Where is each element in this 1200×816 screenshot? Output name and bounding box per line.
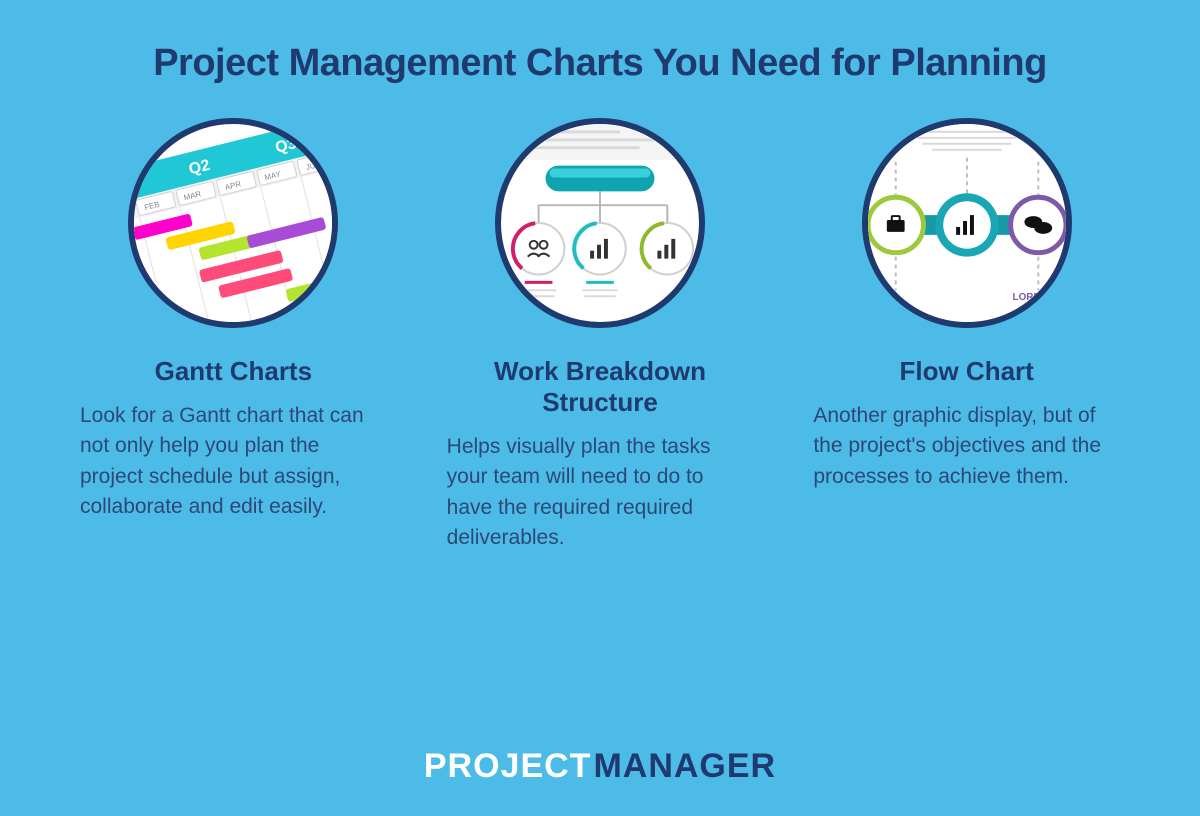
- card-body-flow: Another graphic display, but of the proj…: [813, 401, 1120, 492]
- card-title-wbs: Work Breakdown Structure: [447, 356, 754, 418]
- wbs-graphic: [495, 118, 705, 328]
- logo-word-1: PROJECT: [424, 747, 592, 785]
- cards-row: Q2 Q3 FEB MAR APR MAY JUN: [80, 118, 1120, 738]
- logo-word-2: MANAGER: [593, 747, 776, 785]
- card-body-wbs: Helps visually plan the tasks your team …: [447, 432, 754, 554]
- card-body-gantt: Look for a Gantt chart that can not only…: [80, 401, 387, 523]
- card-title-gantt: Gantt Charts: [155, 356, 312, 387]
- page-title: Project Management Charts You Need for P…: [80, 40, 1120, 88]
- card-wbs: Work Breakdown Structure Helps visually …: [447, 118, 754, 738]
- infographic-canvas: Project Management Charts You Need for P…: [0, 0, 1200, 816]
- svg-text:M: M: [876, 292, 884, 303]
- card-title-flow: Flow Chart: [900, 356, 1034, 387]
- flow-graphic: M LOREI: [862, 118, 1072, 328]
- card-flow: M LOREI Flow Chart Another graphic displ…: [813, 118, 1120, 738]
- brand-logo: PROJECTMANAGER: [80, 747, 1120, 786]
- gantt-graphic: Q2 Q3 FEB MAR APR MAY JUN: [128, 118, 338, 328]
- svg-text:LOREI: LOREI: [1012, 292, 1042, 303]
- card-gantt: Q2 Q3 FEB MAR APR MAY JUN: [80, 118, 387, 738]
